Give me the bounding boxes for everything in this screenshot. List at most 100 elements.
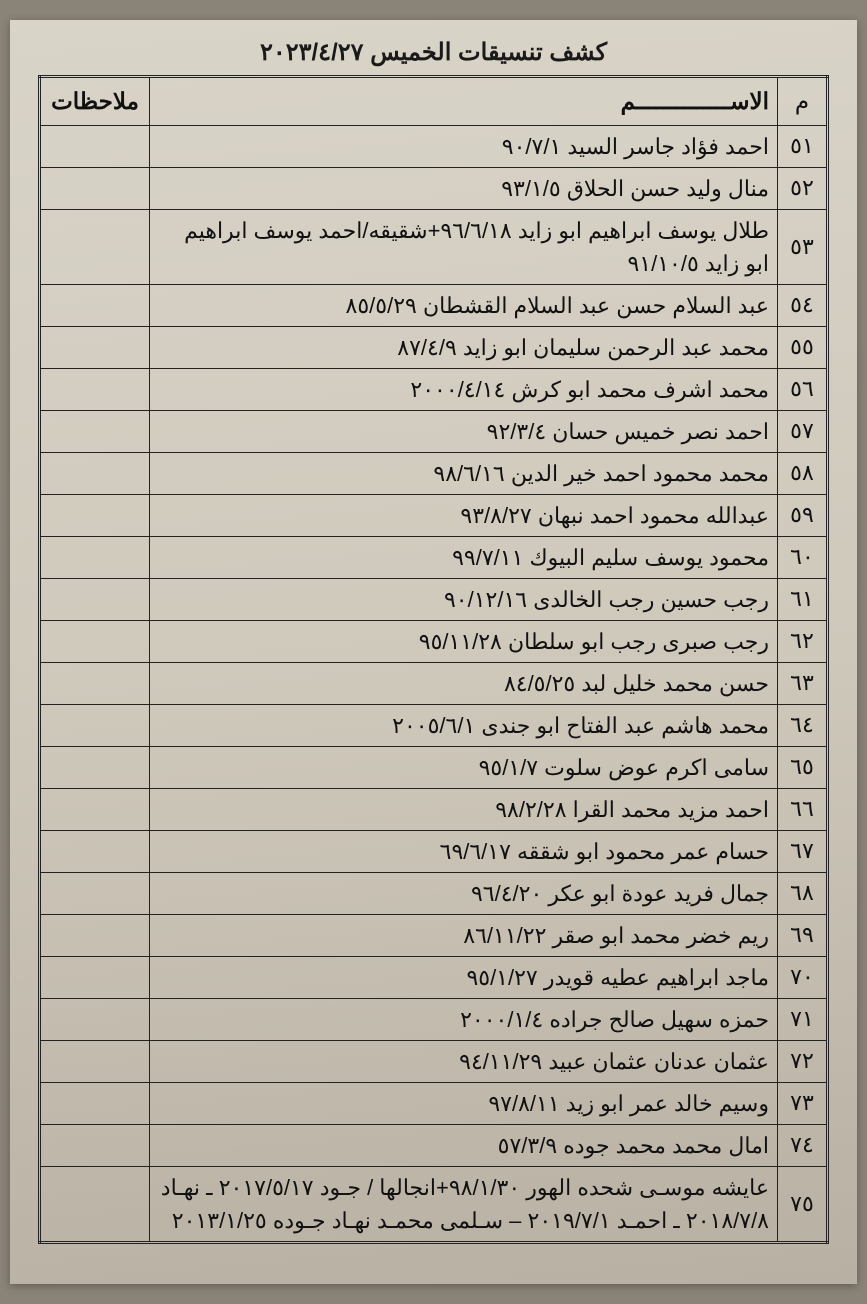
table-row: ٥٧احمد نصر خميس حسان ٩٢/٣/٤	[40, 410, 828, 452]
cell-notes	[40, 1124, 150, 1166]
cell-num: ٧٥	[778, 1166, 828, 1242]
cell-notes	[40, 536, 150, 578]
cell-name: محمد هاشم عبد الفتاح ابو جندى ٢٠٠٥/٦/١	[150, 704, 778, 746]
cell-name: حسن محمد خليل لبد ٨٤/٥/٢٥	[150, 662, 778, 704]
cell-notes	[40, 746, 150, 788]
cell-num: ٧٠	[778, 956, 828, 998]
cell-num: ٥٦	[778, 368, 828, 410]
table-row: ٧٢عثمان عدنان عثمان عبيد ٩٤/١١/٢٩	[40, 1040, 828, 1082]
cell-num: ٦٦	[778, 788, 828, 830]
table-header-row: م الاســــــــــــــم ملاحظات	[40, 77, 828, 126]
cell-name: وسيم خالد عمر ابو زيد ٩٧/٨/١١	[150, 1082, 778, 1124]
cell-name: ريم خضر محمد ابو صقر ٨٦/١١/٢٢	[150, 914, 778, 956]
table-row: ٧٠ماجد ابراهيم عطيه قويدر ٩٥/١/٢٧	[40, 956, 828, 998]
table-row: ٦٢رجب صبرى رجب ابو سلطان ٩٥/١١/٢٨	[40, 620, 828, 662]
cell-name: منال وليد حسن الحلاق ٩٣/١/٥	[150, 167, 778, 209]
cell-notes	[40, 1040, 150, 1082]
table-row: ٧١حمزه سهيل صالح جراده ٢٠٠٠/١/٤	[40, 998, 828, 1040]
cell-name: محمد اشرف محمد ابو كرش ٢٠٠٠/٤/١٤	[150, 368, 778, 410]
table-row: ٦١رجب حسين رجب الخالدى ٩٠/١٢/١٦	[40, 578, 828, 620]
cell-notes	[40, 704, 150, 746]
cell-name: حسام عمر محمود ابو شققه ٦٩/٦/١٧	[150, 830, 778, 872]
cell-num: ٦٩	[778, 914, 828, 956]
table-row: ٥٢منال وليد حسن الحلاق ٩٣/١/٥	[40, 167, 828, 209]
header-num: م	[778, 77, 828, 126]
cell-notes	[40, 830, 150, 872]
table-row: ٥٥محمد عبد الرحمن سليمان ابو زايد ٨٧/٤/٩	[40, 326, 828, 368]
table-row: ٥١احمد فؤاد جاسر السيد ٩٠/٧/١	[40, 125, 828, 167]
cell-num: ٥٥	[778, 326, 828, 368]
cell-name: رجب حسين رجب الخالدى ٩٠/١٢/١٦	[150, 578, 778, 620]
cell-notes	[40, 1082, 150, 1124]
cell-notes	[40, 956, 150, 998]
table-row: ٧٣وسيم خالد عمر ابو زيد ٩٧/٨/١١	[40, 1082, 828, 1124]
cell-num: ٧٢	[778, 1040, 828, 1082]
document-page: كشف تنسيقات الخميس ٢٠٢٣/٤/٢٧ م الاســـــ…	[10, 20, 857, 1284]
header-notes: ملاحظات	[40, 77, 150, 126]
cell-notes	[40, 209, 150, 284]
cell-name: عبد السلام حسن عبد السلام القشطان ٨٥/٥/٢…	[150, 284, 778, 326]
cell-notes	[40, 620, 150, 662]
cell-name: سامى اكرم عوض سلوت ٩٥/١/٧	[150, 746, 778, 788]
cell-num: ٧٣	[778, 1082, 828, 1124]
cell-notes	[40, 914, 150, 956]
coordination-table: م الاســــــــــــــم ملاحظات ٥١احمد فؤا…	[38, 75, 829, 1244]
cell-num: ٦٢	[778, 620, 828, 662]
table-row: ٥٨محمد محمود احمد خير الدين ٩٨/٦/١٦	[40, 452, 828, 494]
cell-name: محمد محمود احمد خير الدين ٩٨/٦/١٦	[150, 452, 778, 494]
cell-num: ٧٤	[778, 1124, 828, 1166]
cell-notes	[40, 578, 150, 620]
table-row: ٦٠محمود يوسف سليم البيوك ٩٩/٧/١١	[40, 536, 828, 578]
table-row: ٦٥سامى اكرم عوض سلوت ٩٥/١/٧	[40, 746, 828, 788]
cell-name: عايشه موسـى شحده الهور ٩٨/١/٣٠+انجالها /…	[150, 1166, 778, 1242]
cell-name: احمد نصر خميس حسان ٩٢/٣/٤	[150, 410, 778, 452]
table-body: ٥١احمد فؤاد جاسر السيد ٩٠/٧/١٥٢منال وليد…	[40, 125, 828, 1242]
cell-name: امال محمد محمد جوده ٥٧/٣/٩	[150, 1124, 778, 1166]
cell-num: ٧١	[778, 998, 828, 1040]
cell-num: ٦٣	[778, 662, 828, 704]
cell-num: ٦٥	[778, 746, 828, 788]
table-row: ٦٤محمد هاشم عبد الفتاح ابو جندى ٢٠٠٥/٦/١	[40, 704, 828, 746]
cell-num: ٦٠	[778, 536, 828, 578]
cell-num: ٦٨	[778, 872, 828, 914]
table-row: ٥٩عبدالله محمود احمد نبهان ٩٣/٨/٢٧	[40, 494, 828, 536]
cell-name: جمال فريد عودة ابو عكر ٩٦/٤/٢٠	[150, 872, 778, 914]
cell-name: احمد مزيد محمد القرا ٩٨/٢/٢٨	[150, 788, 778, 830]
cell-notes	[40, 1166, 150, 1242]
cell-num: ٥٧	[778, 410, 828, 452]
cell-num: ٥٣	[778, 209, 828, 284]
table-row: ٥٤عبد السلام حسن عبد السلام القشطان ٨٥/٥…	[40, 284, 828, 326]
cell-name: محمود يوسف سليم البيوك ٩٩/٧/١١	[150, 536, 778, 578]
cell-num: ٦١	[778, 578, 828, 620]
cell-name: حمزه سهيل صالح جراده ٢٠٠٠/١/٤	[150, 998, 778, 1040]
table-row: ٥٣طلال يوسف ابراهيم ابو زايد ٩٦/٦/١٨+شقي…	[40, 209, 828, 284]
cell-name: محمد عبد الرحمن سليمان ابو زايد ٨٧/٤/٩	[150, 326, 778, 368]
table-row: ٧٤امال محمد محمد جوده ٥٧/٣/٩	[40, 1124, 828, 1166]
header-name: الاســــــــــــــم	[150, 77, 778, 126]
cell-notes	[40, 125, 150, 167]
cell-notes	[40, 662, 150, 704]
cell-notes	[40, 998, 150, 1040]
table-row: ٦٩ريم خضر محمد ابو صقر ٨٦/١١/٢٢	[40, 914, 828, 956]
cell-name: رجب صبرى رجب ابو سلطان ٩٥/١١/٢٨	[150, 620, 778, 662]
table-row: ٦٣حسن محمد خليل لبد ٨٤/٥/٢٥	[40, 662, 828, 704]
cell-notes	[40, 326, 150, 368]
table-row: ٧٥عايشه موسـى شحده الهور ٩٨/١/٣٠+انجالها…	[40, 1166, 828, 1242]
cell-notes	[40, 494, 150, 536]
cell-num: ٦٤	[778, 704, 828, 746]
cell-num: ٥٩	[778, 494, 828, 536]
cell-num: ٥٢	[778, 167, 828, 209]
cell-name: ماجد ابراهيم عطيه قويدر ٩٥/١/٢٧	[150, 956, 778, 998]
cell-notes	[40, 368, 150, 410]
cell-name: عبدالله محمود احمد نبهان ٩٣/٨/٢٧	[150, 494, 778, 536]
table-row: ٦٦احمد مزيد محمد القرا ٩٨/٢/٢٨	[40, 788, 828, 830]
cell-name: عثمان عدنان عثمان عبيد ٩٤/١١/٢٩	[150, 1040, 778, 1082]
page-title: كشف تنسيقات الخميس ٢٠٢٣/٤/٢٧	[38, 38, 829, 67]
cell-num: ٦٧	[778, 830, 828, 872]
cell-notes	[40, 410, 150, 452]
table-row: ٦٧حسام عمر محمود ابو شققه ٦٩/٦/١٧	[40, 830, 828, 872]
cell-notes	[40, 284, 150, 326]
cell-num: ٥٤	[778, 284, 828, 326]
cell-notes	[40, 872, 150, 914]
cell-num: ٥١	[778, 125, 828, 167]
